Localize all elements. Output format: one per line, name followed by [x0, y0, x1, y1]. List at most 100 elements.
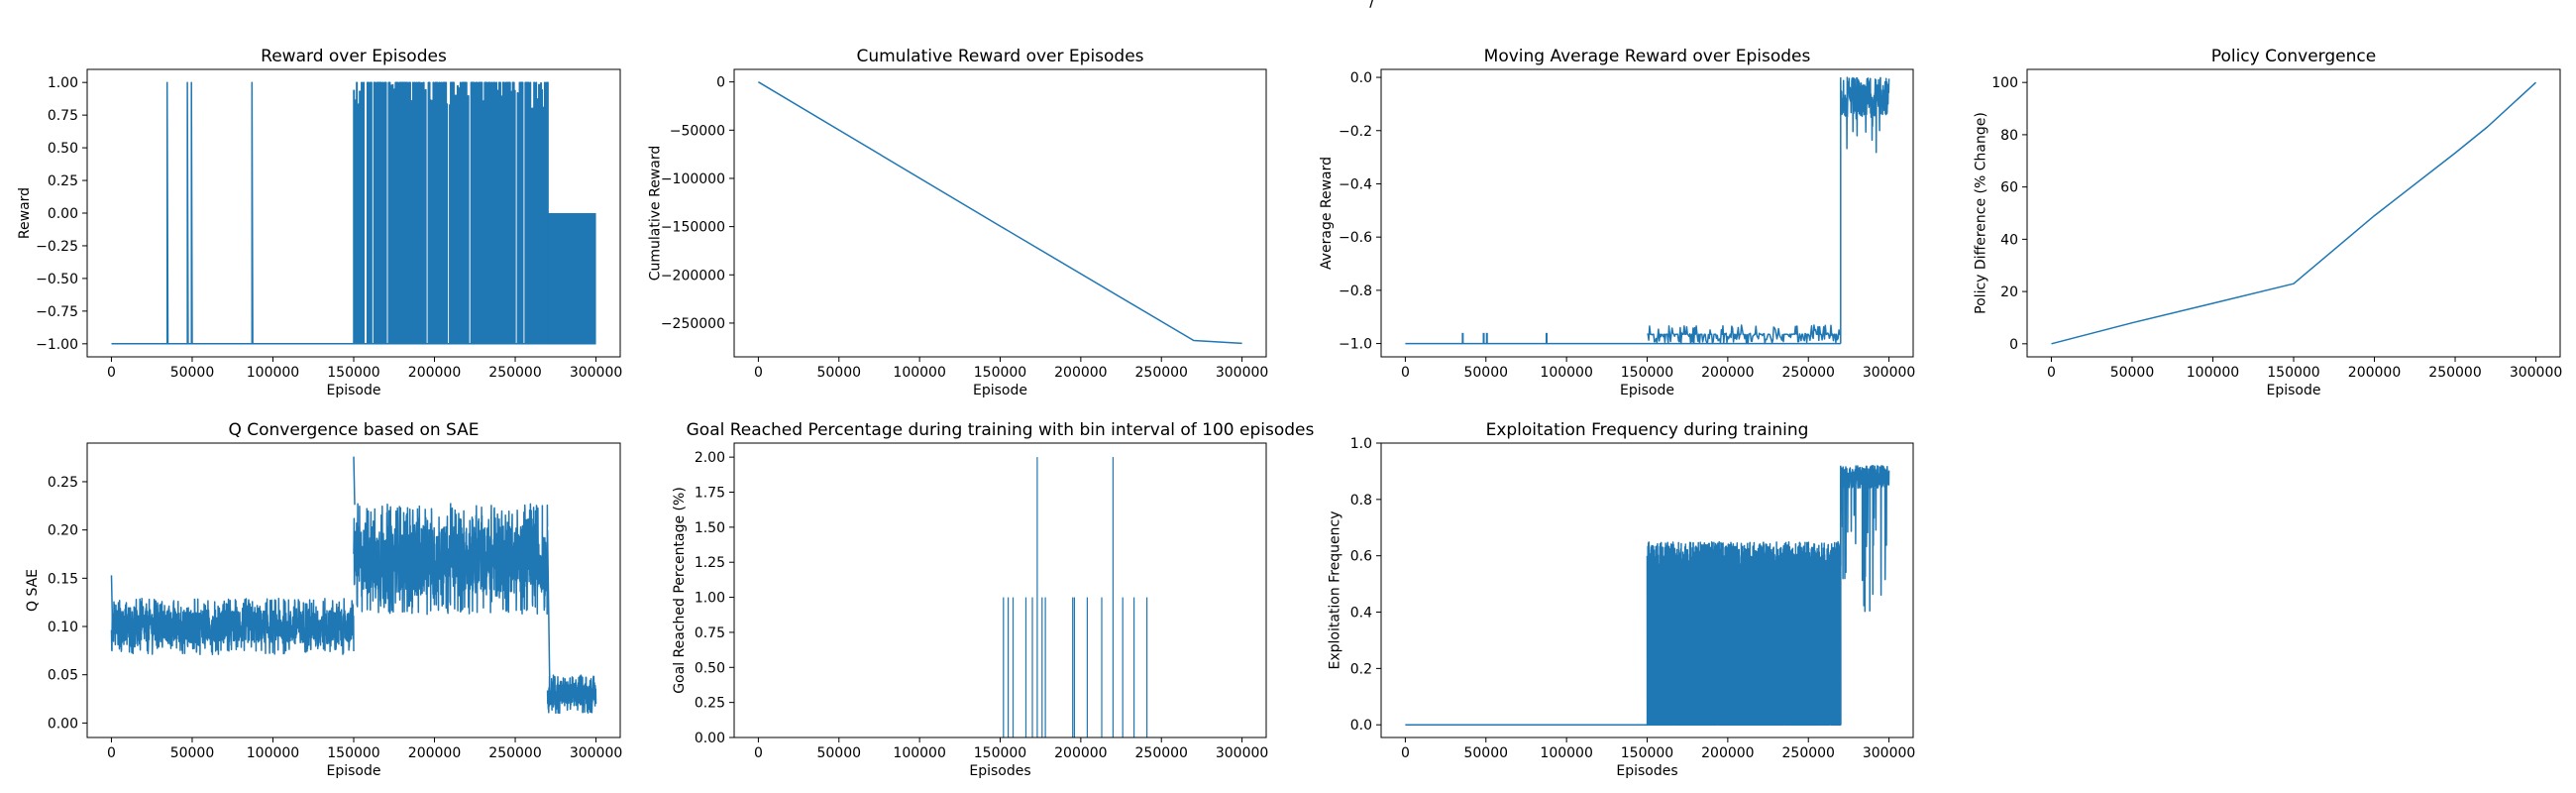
series-band-2: [546, 674, 597, 715]
x-tick-label: 150000: [974, 365, 1026, 381]
x-tick-label: 150000: [327, 745, 379, 761]
series-drop: [546, 529, 551, 704]
plot-area-cumulative: [758, 81, 1242, 345]
x-tick-label: 250000: [488, 365, 541, 381]
y-tick-label: −0.8: [1339, 283, 1372, 299]
plot-area-q_sae: [110, 456, 597, 715]
x-tick-label: 200000: [1701, 745, 1754, 761]
series-dense: [1646, 540, 1842, 726]
x-axis-label: Episodes: [1616, 763, 1677, 779]
x-tick-label: 50000: [2110, 365, 2155, 381]
x-tick-label: 200000: [2348, 365, 2401, 381]
x-axis-label: Episode: [327, 763, 381, 779]
y-tick-label: 100: [1991, 75, 2018, 91]
y-tick-label: 0.0: [1350, 70, 1372, 86]
bar: [1146, 597, 1148, 737]
y-tick-label: 1.0: [1350, 436, 1372, 452]
y-tick-label: 0.05: [48, 668, 78, 684]
y-tick-label: 1.00: [695, 591, 725, 607]
x-tick-label: 0: [754, 365, 763, 381]
bar: [1122, 597, 1124, 737]
x-tick-label: 250000: [1135, 365, 1188, 381]
y-axis-label: Q SAE: [25, 569, 41, 612]
y-tick-label: 0.00: [48, 206, 78, 222]
x-tick-label: 150000: [327, 365, 379, 381]
plot-area-policy: [2051, 81, 2537, 345]
series-dense: [353, 81, 549, 345]
x-tick-label: 100000: [247, 745, 299, 761]
plot-area-moving_avg: [1405, 76, 1890, 345]
x-tick-label: 150000: [2267, 365, 2319, 381]
series-bump: [1482, 332, 1485, 344]
series-band-0: [110, 598, 355, 655]
y-tick-label: 2.00: [695, 450, 725, 466]
y-tick-label: 0.8: [1350, 493, 1372, 509]
series-spike: [186, 81, 189, 344]
y-tick-label: −50000: [670, 123, 725, 139]
y-tick-label: −1.00: [36, 337, 78, 353]
x-tick-label: 300000: [1863, 365, 1915, 381]
series-spike: [165, 81, 169, 344]
y-tick-label: 1.50: [695, 520, 725, 536]
x-tick-label: 0: [107, 365, 116, 381]
x-tick-label: 50000: [816, 745, 861, 761]
y-tick-label: 0.25: [48, 173, 78, 189]
x-tick-label: 300000: [1216, 745, 1268, 761]
chart-title: Cumulative Reward over Episodes: [856, 47, 1143, 66]
y-tick-label: 0.00: [48, 716, 78, 732]
bar: [1086, 597, 1088, 737]
x-tick-label: 200000: [408, 365, 461, 381]
bar: [1003, 597, 1005, 737]
x-axis-label: Episode: [327, 383, 381, 398]
series-band-1: [353, 503, 549, 616]
y-tick-label: −0.2: [1339, 124, 1372, 140]
x-tick-label: 250000: [1782, 745, 1835, 761]
x-axis-label: Episode: [1620, 383, 1674, 398]
x-tick-label: 100000: [1540, 365, 1592, 381]
y-axis-label: Goal Reached Percentage (%): [672, 487, 688, 694]
y-axis-label: Policy Difference (% Change): [1973, 112, 1988, 314]
x-tick-label: 50000: [816, 365, 861, 381]
chart-title: Exploitation Frequency during training: [1486, 420, 1809, 440]
y-tick-label: −250000: [661, 316, 725, 332]
bar: [1036, 457, 1038, 737]
chart-q_sae: 0 50000 100000 150000 200000 250000 300000 0.00…: [25, 420, 622, 779]
y-axis-label: Exploitation Frequency: [1327, 510, 1342, 669]
x-tick-label: 100000: [247, 365, 299, 381]
series-spike: [251, 81, 254, 344]
y-tick-label: −0.4: [1339, 176, 1372, 192]
charts-container: 0 50000 100000 150000 200000 250000 300000−1.0…: [17, 47, 2562, 779]
x-axis-label: Episodes: [969, 763, 1030, 779]
chart-title: Policy Convergence: [2211, 47, 2376, 66]
bar: [1012, 597, 1015, 737]
x-tick-label: 200000: [1701, 365, 1754, 381]
chart-title: Q Convergence based on SAE: [228, 420, 479, 440]
y-axis-label: Average Reward: [1319, 157, 1335, 270]
bar: [1073, 597, 1075, 737]
x-tick-label: 0: [107, 745, 116, 761]
bar: [1133, 597, 1135, 737]
x-tick-label: 300000: [570, 365, 622, 381]
x-axis-label: Episode: [2267, 383, 2321, 398]
bar: [1112, 457, 1114, 737]
bar: [1041, 597, 1043, 737]
chart-moving_avg: 0 50000 100000 150000 200000 250000 300000 −1.0…: [1319, 47, 1915, 398]
x-tick-label: 0: [754, 745, 763, 761]
y-tick-label: 0.50: [695, 660, 725, 676]
x-tick-label: 150000: [974, 745, 1026, 761]
y-tick-label: −0.25: [36, 239, 78, 255]
bar: [1101, 597, 1103, 737]
x-tick-label: 250000: [1135, 745, 1188, 761]
bar: [1072, 597, 1074, 737]
x-tick-label: 300000: [1216, 365, 1268, 381]
series-bump: [1545, 332, 1548, 344]
y-tick-label: 0.4: [1350, 606, 1372, 622]
x-tick-label: 250000: [2428, 365, 2481, 381]
y-tick-label: 0: [2009, 337, 2018, 353]
x-axis-label: Episode: [973, 383, 1027, 398]
x-tick-label: 100000: [2187, 365, 2239, 381]
y-tick-label: 0.0: [1350, 718, 1372, 734]
y-tick-label: −200000: [661, 268, 725, 283]
x-tick-label: 100000: [1540, 745, 1592, 761]
